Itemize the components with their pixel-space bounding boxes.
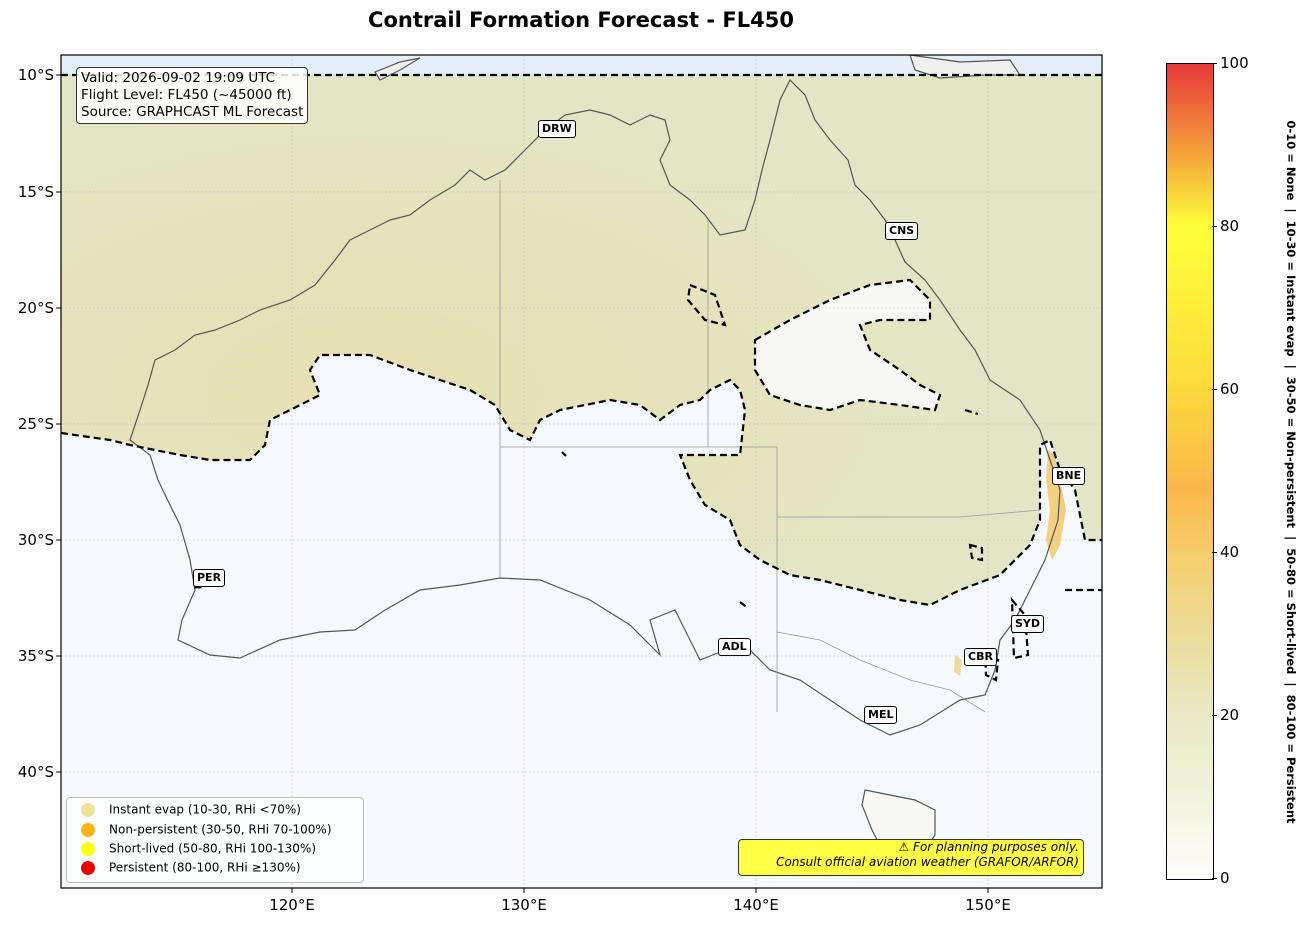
legend-item: Instant evap (10-30, RHi <70%) [81, 802, 301, 820]
colorbar-label: 0-10 = None | 10-30 = Instant evap | 30-… [1284, 120, 1298, 824]
non-persistent-streak [1046, 450, 1066, 560]
legend-label: Short-lived (50-80, RHi 100-130%) [109, 841, 317, 856]
clear-pocket [755, 280, 940, 410]
map-frame [60, 54, 1103, 889]
city-label-bne: BNE [1052, 467, 1086, 485]
north-strip [61, 55, 1102, 75]
legend-label: Instant evap (10-30, RHi <70%) [109, 802, 301, 817]
city-label-per: PER [193, 569, 226, 587]
lon-tick-label: 130°E [501, 896, 547, 914]
legend: Instant evap (10-30, RHi <70%) Non-persi… [66, 797, 364, 883]
colorbar-tick-mark [1212, 878, 1217, 879]
colorbar-label-wrap: 0-10 = None | 10-30 = Instant evap | 30-… [1138, 60, 1304, 880]
colorbar-tick-label: 80 [1220, 217, 1240, 235]
lat-tick-label: 15°S [17, 183, 54, 201]
colorbar-tick-mark [1212, 63, 1217, 64]
lat-tick-label: 10°S [17, 66, 54, 84]
city-label-cbr: CBR [964, 648, 997, 666]
lat-tick-label: 35°S [17, 647, 54, 665]
axis-tick-marks [56, 74, 989, 893]
legend-dot-icon [81, 841, 95, 856]
coastline-mainland [129, 78, 1061, 736]
colorbar-tick-label: 100 [1220, 54, 1249, 72]
colorbar-tick-mark [1212, 226, 1217, 227]
colorbar-tick-mark [1212, 389, 1217, 390]
colorbar-tick-label: 0 [1220, 869, 1230, 887]
non-persistent-streak-canberra [954, 655, 962, 676]
lon-tick-label: 120°E [269, 896, 315, 914]
lon-tick-label: 140°E [733, 896, 779, 914]
city-label-mel: MEL [864, 706, 898, 724]
legend-item: Persistent (80-100, RHi ≥130%) [81, 860, 301, 878]
legend-dot-icon [81, 822, 95, 837]
colorbar-tick-label: 60 [1220, 380, 1240, 398]
legend-item: Short-lived (50-80, RHi 100-130%) [81, 841, 316, 859]
instant-evap-region [61, 75, 1102, 605]
legend-dot-icon [81, 802, 95, 817]
lat-tick-label: 30°S [17, 531, 54, 549]
colorbar-tick-label: 20 [1220, 706, 1240, 724]
disclaimer-line-1: ⚠ For planning purposes only. [898, 840, 1079, 854]
colorbar-tick-label: 40 [1220, 543, 1240, 561]
legend-item: Non-persistent (30-50, RHi 70-100%) [81, 822, 332, 840]
city-label-adl: ADL [718, 638, 751, 656]
colorbar-tick-mark [1212, 552, 1217, 553]
contour-10 [61, 73, 1102, 682]
city-label-syd: SYD [1011, 615, 1045, 633]
city-label-drw: DRW [538, 120, 576, 138]
flight-level: Flight Level: FL450 (~45000 ft) [81, 87, 292, 103]
colorbar [1166, 63, 1214, 880]
lat-tick-label: 25°S [17, 415, 54, 433]
lon-tick-label: 150°E [965, 896, 1011, 914]
disclaimer-line-2: Consult official aviation weather (GRAFO… [776, 855, 1079, 869]
map-title: Contrail Formation Forecast - FL450 [368, 8, 794, 32]
legend-dot-icon [81, 860, 95, 875]
lat-tick-label: 20°S [17, 299, 54, 317]
forecast-info-box: Valid: 2026-09-02 19:09 UTC Flight Level… [76, 67, 309, 124]
state-borders [499, 180, 1041, 713]
lat-tick-label: 40°S [17, 763, 54, 781]
valid-time: Valid: 2026-09-02 19:09 UTC [81, 70, 276, 86]
legend-label: Persistent (80-100, RHi ≥130%) [109, 860, 301, 875]
forecast-source: Source: GRAPHCAST ML Forecast [81, 104, 304, 120]
city-label-cns: CNS [885, 222, 919, 240]
disclaimer-box: ⚠ For planning purposes only. Consult of… [738, 839, 1084, 876]
legend-label: Non-persistent (30-50, RHi 70-100%) [109, 822, 332, 837]
colorbar-tick-mark [1212, 715, 1217, 716]
